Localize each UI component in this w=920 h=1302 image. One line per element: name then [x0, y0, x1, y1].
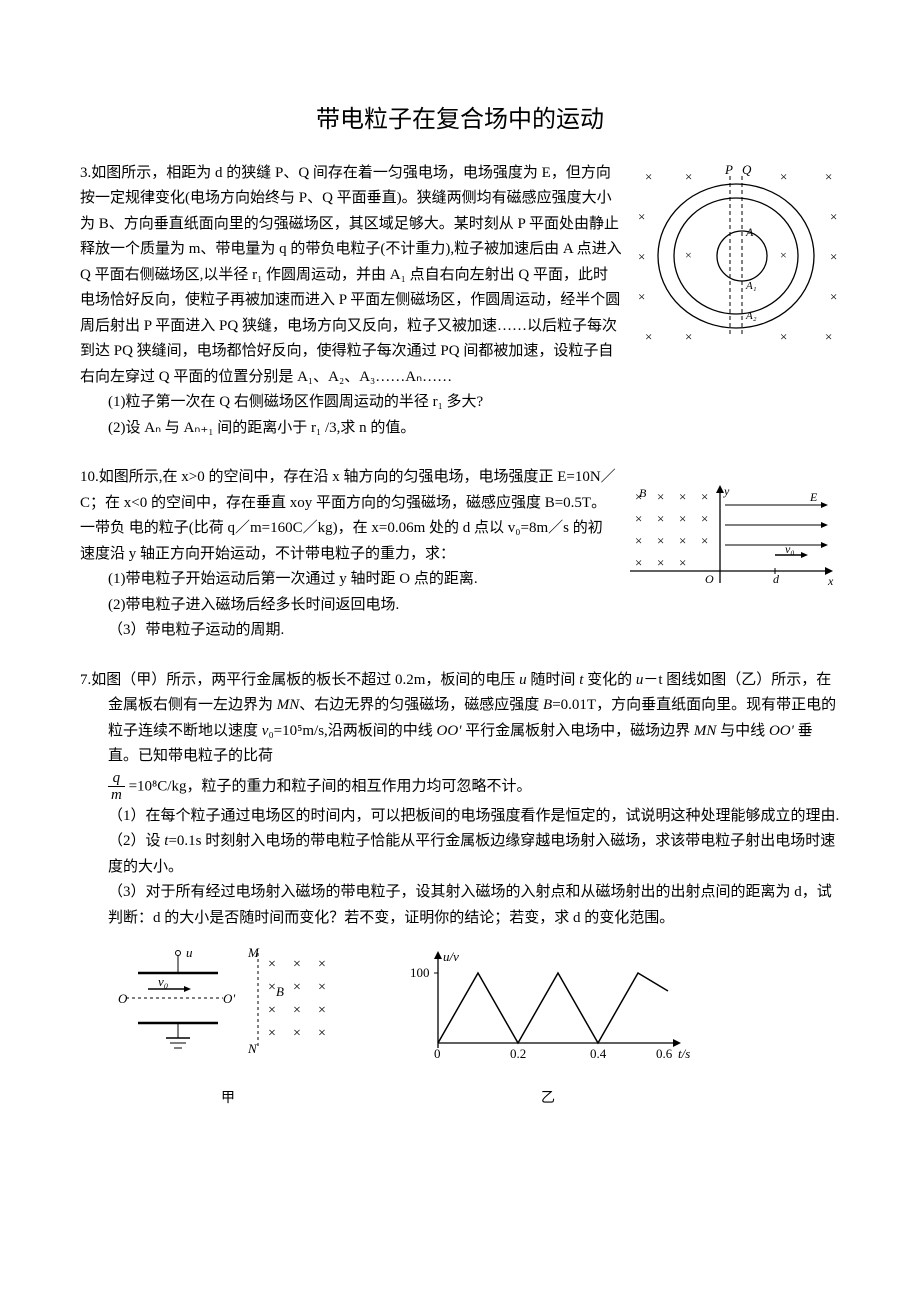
svg-text:O': O' — [223, 991, 235, 1006]
svg-text:×: × — [293, 980, 301, 995]
p7-q1: （1）在每个粒子通过电场区的时间内，可以把板间的电场强度看作是恒定的，试说明这种… — [80, 804, 840, 830]
svg-text:×: × — [701, 489, 708, 504]
svg-text:×: × — [825, 169, 832, 184]
svg-text:×: × — [825, 329, 832, 344]
problem-text: 如图所示，相距为 d 的狭缝 P、Q 间存在着一匀强电场，电场强度为 E，但方向… — [80, 165, 622, 385]
svg-text:×: × — [780, 169, 787, 184]
svg-text:d: d — [773, 572, 780, 586]
svg-text:×: × — [638, 289, 645, 304]
frac-q-m: qm — [108, 770, 125, 804]
svg-text:×: × — [635, 511, 642, 526]
svg-text:×: × — [268, 980, 276, 995]
svg-text:×: × — [268, 1026, 276, 1041]
svg-text:×: × — [318, 957, 326, 972]
figure-yi-wrap: 100 u/v 0 0.2 0.4 0.6 t/s 乙 — [398, 943, 698, 1110]
svg-text:0.4: 0.4 — [590, 1046, 607, 1061]
svg-text:×: × — [318, 980, 326, 995]
svg-text:×: × — [638, 249, 645, 264]
svg-text:×: × — [657, 511, 664, 526]
svg-text:B: B — [639, 486, 647, 500]
p7-frac-line: qm =10⁸C/kg，粒子的重力和粒子间的相互作用力均可忽略不计。 — [80, 770, 840, 804]
svg-text:×: × — [635, 555, 642, 570]
problem-number: 10. — [80, 469, 99, 485]
svg-text:×: × — [268, 1003, 276, 1018]
svg-text:×: × — [830, 209, 837, 224]
svg-text:×: × — [657, 533, 664, 548]
svg-text:P: P — [724, 162, 733, 177]
svg-text:×: × — [830, 289, 837, 304]
svg-text:0: 0 — [434, 1046, 441, 1061]
svg-text:×: × — [830, 249, 837, 264]
svg-text:E: E — [809, 490, 818, 504]
svg-text:0.6: 0.6 — [656, 1046, 673, 1061]
svg-text:×: × — [268, 957, 276, 972]
svg-text:A₂: A₂ — [745, 310, 757, 322]
problem-7: 7.如图（甲）所示，两平行金属板的板长不超过 0.2m，板间的电压 u 随时间 … — [80, 668, 840, 1111]
svg-text:B: B — [276, 984, 284, 999]
svg-text:×: × — [293, 1026, 301, 1041]
svg-text:×: × — [679, 555, 686, 570]
svg-text:u/v: u/v — [443, 949, 459, 964]
problem-3: × × × × × × × × × × × × × × P Q A A₁ A₂ × × 3.如图所… — [80, 161, 840, 442]
svg-text:O: O — [118, 991, 128, 1006]
figure-yi-caption: 乙 — [398, 1087, 698, 1111]
svg-text:×: × — [657, 489, 664, 504]
svg-text:×: × — [780, 329, 787, 344]
p7-intro-1: 如图（甲）所示，两平行金属板的板长不超过 0.2m，板间的电压 — [91, 672, 519, 688]
p3-q1: (1)粒子第一次在 Q 右侧磁场区作圆周运动的半径 r₁ 多大? — [80, 390, 840, 416]
svg-text:×: × — [679, 511, 686, 526]
problem-10: ×××× ×××× ×××× ××× y x v₀ d O B — [80, 465, 840, 644]
problem-number: 3. — [80, 165, 91, 181]
svg-text:×: × — [685, 169, 692, 184]
problem-number: 7. — [80, 672, 91, 688]
svg-text:×: × — [701, 533, 708, 548]
svg-text:u: u — [186, 945, 193, 960]
p3-q2: (2)设 Aₙ 与 Aₙ₊₁ 间的距离小于 r₁ /3,求 n 的值。 — [80, 416, 840, 442]
svg-text:×: × — [780, 248, 787, 262]
svg-text:×: × — [635, 533, 642, 548]
svg-text:0.2: 0.2 — [510, 1046, 526, 1061]
figure-yi: 100 u/v 0 0.2 0.4 0.6 t/s — [398, 943, 698, 1073]
svg-text:A: A — [745, 225, 754, 239]
p10-q2: (2)带电粒子进入磁场后经多长时间返回电场. — [80, 593, 840, 619]
svg-text:M: M — [247, 945, 260, 960]
svg-text:y: y — [723, 484, 730, 498]
svg-text:×: × — [318, 1003, 326, 1018]
svg-text:t/s: t/s — [678, 1046, 690, 1061]
svg-text:×: × — [685, 329, 692, 344]
figure-jia-caption: 甲 — [108, 1087, 348, 1111]
svg-text:v₀: v₀ — [158, 974, 168, 989]
svg-text:×: × — [701, 511, 708, 526]
figure-xoy-field: ×××× ×××× ×××× ××× y x v₀ d O B — [625, 483, 840, 593]
svg-text:A₁: A₁ — [745, 280, 757, 292]
svg-text:N: N — [247, 1041, 258, 1056]
svg-text:×: × — [679, 489, 686, 504]
svg-text:×: × — [685, 248, 692, 262]
svg-text:×: × — [293, 957, 301, 972]
p10-q3: （3）带电粒子运动的周期. — [80, 618, 840, 644]
svg-text:×: × — [645, 169, 652, 184]
svg-text:×: × — [657, 555, 664, 570]
p7-q2: （2）设 t=0.1s 时刻射入电场的带电粒子恰能从平行金属板边缘穿越电场射入磁… — [80, 829, 840, 880]
page-title: 带电粒子在复合场中的运动 — [80, 100, 840, 141]
figure-jia: u v₀ O O' M N — [108, 943, 348, 1073]
p7-q3: （3）对于所有经过电场射入磁场的带电粒子，设其射入磁场的入射点和从磁场射出的出射… — [80, 880, 840, 931]
svg-text:Q: Q — [742, 162, 752, 177]
svg-text:x: x — [827, 574, 834, 588]
problem-text: 如图所示,在 x>0 的空间中，存在沿 x 轴方向的匀强电场，电场强度正 E=1… — [80, 469, 616, 562]
svg-text:v₀: v₀ — [785, 542, 795, 556]
svg-text:100: 100 — [410, 965, 430, 980]
svg-text:×: × — [638, 209, 645, 224]
figure-pq-circles: × × × × × × × × × × × × × × P Q A A₁ A₂ × × — [630, 161, 840, 351]
svg-text:×: × — [318, 1026, 326, 1041]
svg-text:×: × — [293, 1003, 301, 1018]
svg-text:O: O — [705, 572, 714, 586]
figure-jia-wrap: u v₀ O O' M N — [108, 943, 348, 1110]
svg-text:×: × — [645, 329, 652, 344]
p7-figures: u v₀ O O' M N — [80, 943, 840, 1110]
page: 带电粒子在复合场中的运动 × × × × × × × × × × × × × × P Q A A₁ — [0, 0, 920, 1302]
svg-text:×: × — [679, 533, 686, 548]
